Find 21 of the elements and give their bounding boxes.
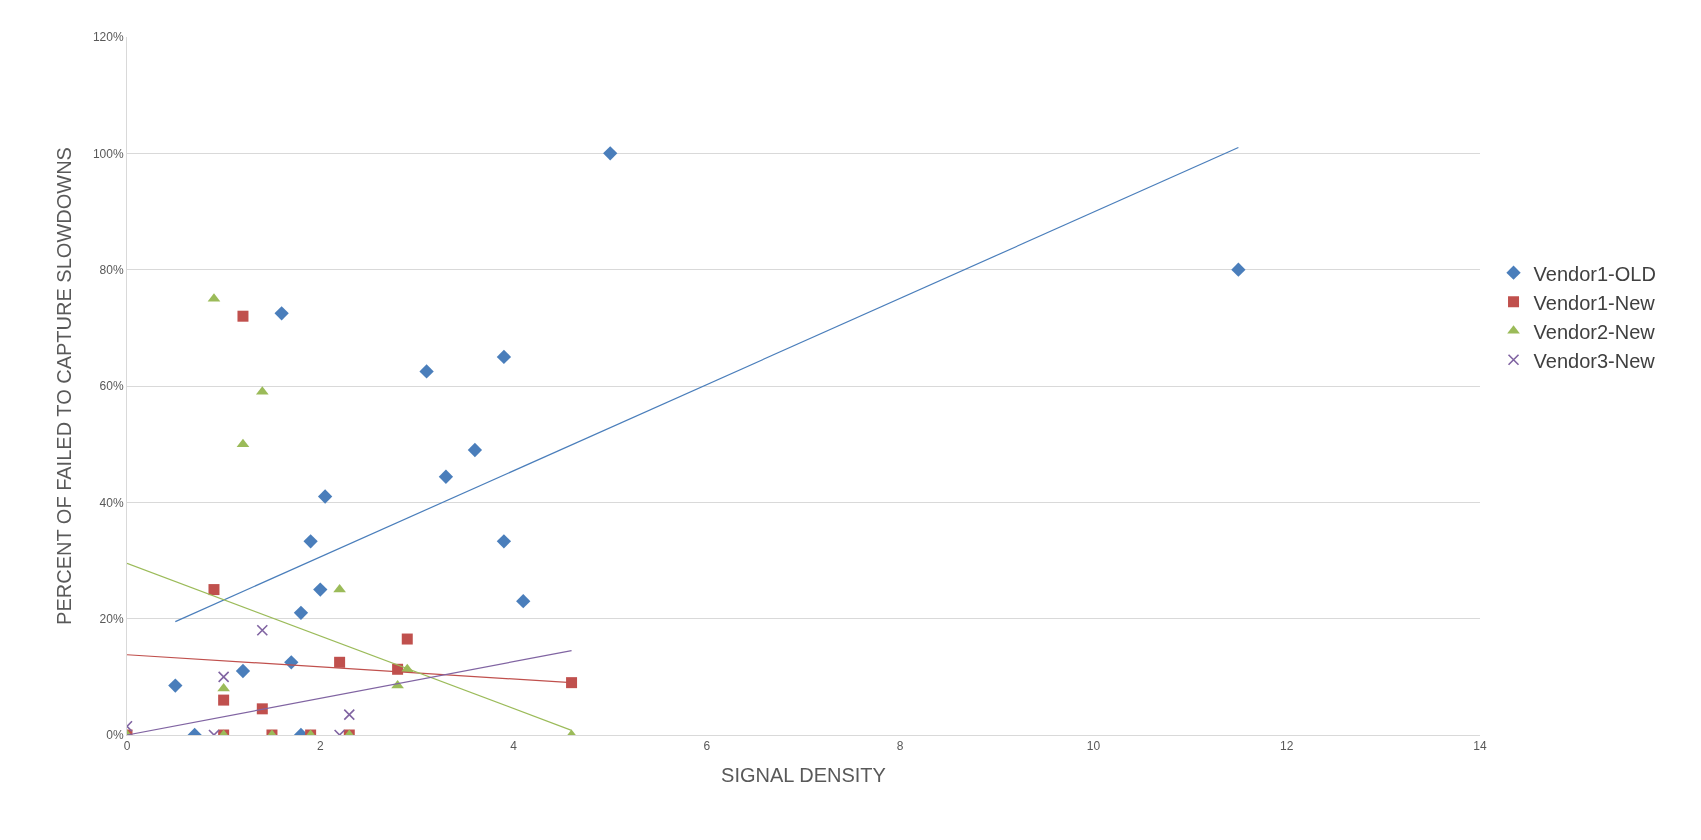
- x-tick-label: 0: [123, 739, 131, 754]
- legend-label: Vendor3-New: [1533, 349, 1656, 372]
- y-tick-label: 80%: [99, 262, 124, 277]
- x-tick-label: 8: [896, 739, 904, 754]
- x-tick-label: 12: [1280, 739, 1294, 754]
- y-tick-label: 120%: [92, 30, 124, 45]
- y-tick-label: 0%: [106, 728, 124, 743]
- x-tick-label: 4: [510, 739, 518, 754]
- y-tick-label: 100%: [92, 146, 124, 161]
- y-tick-label: 40%: [99, 495, 124, 510]
- legend-label: Vendor2-New: [1533, 320, 1656, 343]
- y-tick-label: 20%: [99, 611, 124, 626]
- legend-label: Vendor1-OLD: [1533, 262, 1656, 285]
- legend-label: Vendor1-New: [1533, 291, 1656, 314]
- y-axis-title: PERCENT OF FAILED TO CAPTURE SLOWDOWNS: [53, 147, 76, 625]
- y-tick-label: 60%: [99, 379, 124, 394]
- x-tick-label: 14: [1473, 739, 1487, 754]
- x-axis-title: SIGNAL DENSITY: [721, 763, 886, 786]
- x-tick-label: 10: [1086, 739, 1101, 754]
- x-tick-label: 6: [703, 739, 711, 754]
- x-tick-label: 2: [316, 739, 324, 754]
